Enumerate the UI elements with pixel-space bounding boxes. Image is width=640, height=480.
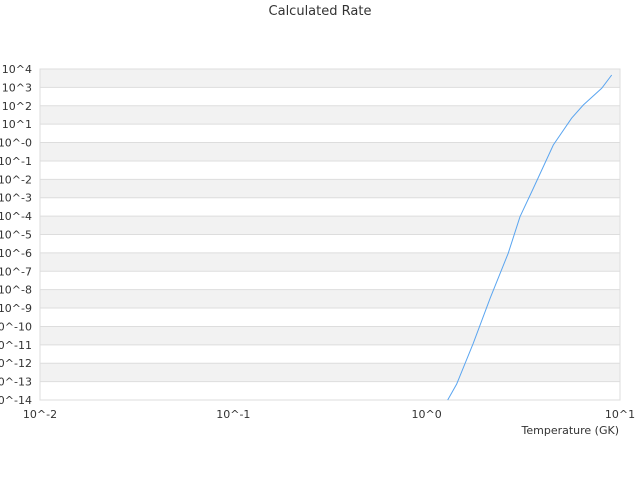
y-tick-label: 10^2 bbox=[2, 100, 32, 113]
grid-band bbox=[40, 142, 620, 161]
x-tick-label: 10^-1 bbox=[216, 408, 250, 421]
y-tick-label: 10^-1 bbox=[0, 155, 32, 168]
y-tick-label: 10^-6 bbox=[0, 247, 32, 260]
chart-title: Calculated Rate bbox=[268, 4, 372, 19]
grid-band bbox=[40, 179, 620, 198]
x-tick-label: 10^0 bbox=[412, 408, 442, 421]
y-tick-label: 10^-12 bbox=[0, 357, 32, 370]
grid-band bbox=[40, 326, 620, 345]
grid-band bbox=[40, 252, 620, 272]
y-tick-label: 10^-2 bbox=[0, 173, 32, 186]
x-axis-label: Temperature (GK) bbox=[521, 424, 620, 437]
x-tick-label: 10^-2 bbox=[23, 408, 57, 421]
y-tick-label: 10^-11 bbox=[0, 339, 32, 352]
y-tick-label: 10^-7 bbox=[0, 265, 32, 278]
plot-frame bbox=[39, 68, 621, 401]
grid-band bbox=[40, 216, 620, 235]
y-tick-label: 10^1 bbox=[2, 118, 32, 131]
grid-band bbox=[40, 289, 620, 309]
grid-band bbox=[40, 363, 620, 382]
grid-band bbox=[40, 69, 620, 88]
x-tick-label: 10^1 bbox=[605, 408, 635, 421]
series-line bbox=[447, 74, 613, 401]
y-tick-label: 10^-5 bbox=[0, 229, 32, 242]
y-tick-label: 10^4 bbox=[2, 63, 32, 76]
y-tick-label: 10^-4 bbox=[0, 210, 32, 223]
y-tick-label: 10^-8 bbox=[0, 284, 32, 297]
y-tick-label: 10^-14 bbox=[0, 394, 32, 407]
y-tick-label: 10^-0 bbox=[0, 137, 32, 150]
y-tick-label: 10^-13 bbox=[0, 376, 32, 389]
y-tick-label: 10^-9 bbox=[0, 302, 32, 315]
y-tick-label: 10^-10 bbox=[0, 320, 32, 333]
y-tick-label: 10^-3 bbox=[0, 192, 32, 205]
y-tick-label: 10^3 bbox=[2, 81, 32, 94]
grid-band bbox=[40, 105, 620, 125]
